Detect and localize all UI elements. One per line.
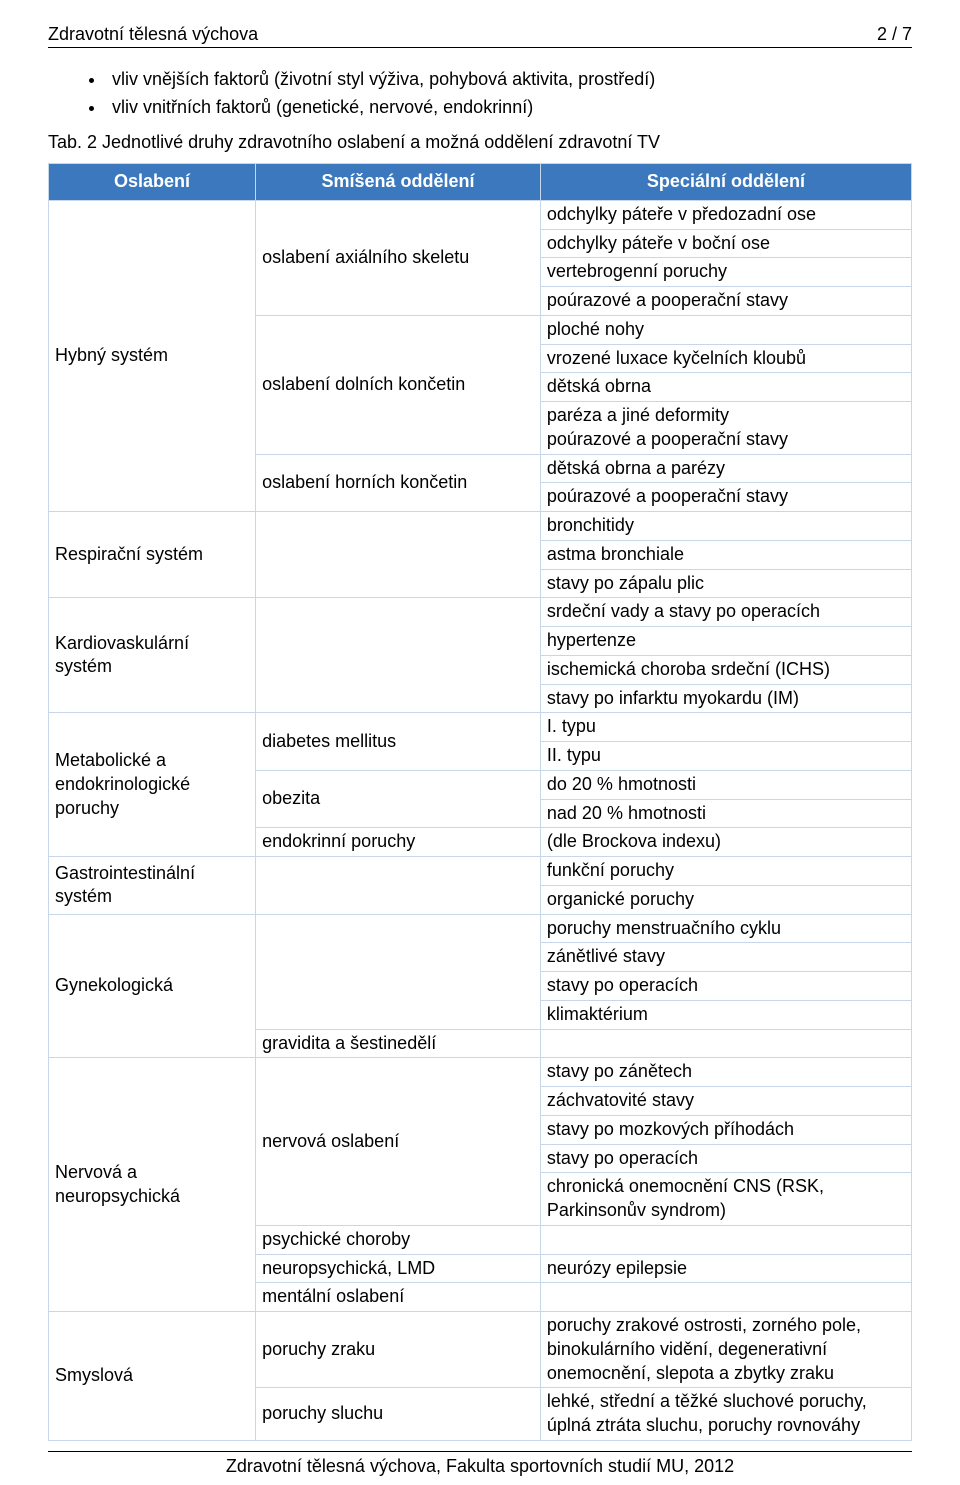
cell-specialni: poúrazové a pooperační stavy xyxy=(540,483,911,512)
table-row: Kardiovaskulární systémsrdeční vady a st… xyxy=(49,598,912,627)
cell-smisena: obezita xyxy=(256,770,541,828)
cell-specialni: vrozené luxace kyčelních kloubů xyxy=(540,344,911,373)
running-header: Zdravotní tělesná výchova 2 / 7 xyxy=(48,24,912,48)
cell-specialni: nad 20 % hmotnosti xyxy=(540,799,911,828)
cell-smisena: oslabení axiálního skeletu xyxy=(256,200,541,315)
cell-specialni: I. typu xyxy=(540,713,911,742)
cell-specialni xyxy=(540,1029,911,1058)
cell-specialni: odchylky páteře v boční ose xyxy=(540,229,911,258)
cell-specialni: astma bronchiale xyxy=(540,540,911,569)
cell-specialni: do 20 % hmotnosti xyxy=(540,770,911,799)
cell-specialni: funkční poruchy xyxy=(540,857,911,886)
cell-specialni: poruchy zrakové ostrosti, zorného pole, … xyxy=(540,1312,911,1388)
table-caption: Tab. 2 Jednotlivé druhy zdravotního osla… xyxy=(48,132,912,153)
cell-specialni: paréza a jiné deformitypoúrazové a poope… xyxy=(540,402,911,455)
cell-specialni: klimaktérium xyxy=(540,1000,911,1029)
cell-smisena xyxy=(256,598,541,713)
cell-oslabeni: Hybný systém xyxy=(49,200,256,511)
cell-oslabeni: Kardiovaskulární systém xyxy=(49,598,256,713)
cell-specialni: stavy po zánětech xyxy=(540,1058,911,1087)
cell-specialni: stavy po mozkových příhodách xyxy=(540,1115,911,1144)
cell-specialni: lehké, střední a těžké sluchové poruchy,… xyxy=(540,1388,911,1441)
page-number: 2 / 7 xyxy=(877,24,912,45)
cell-oslabeni: Metabolické a endokrinologické poruchy xyxy=(49,713,256,857)
bullet-item: vliv vnějších faktorů (životní styl výži… xyxy=(106,66,912,92)
cell-specialni: dětská obrna xyxy=(540,373,911,402)
cell-smisena: poruchy zraku xyxy=(256,1312,541,1388)
cell-specialni: poúrazové a pooperační stavy xyxy=(540,287,911,316)
cell-smisena: oslabení horních končetin xyxy=(256,454,541,512)
cell-oslabeni: Respirační systém xyxy=(49,512,256,598)
table-row: Hybný systémoslabení axiálního skeletuod… xyxy=(49,200,912,229)
oslabeni-table: Oslabení Smíšená oddělení Speciální oddě… xyxy=(48,163,912,1441)
cell-specialni: ischemická choroba srdeční (ICHS) xyxy=(540,655,911,684)
cell-specialni: stavy po operacích xyxy=(540,972,911,1001)
table-row: Smyslováporuchy zrakuporuchy zrakové ost… xyxy=(49,1312,912,1388)
cell-smisena: psychické choroby xyxy=(256,1225,541,1254)
page-container: Zdravotní tělesná výchova 2 / 7 vliv vně… xyxy=(0,0,960,1485)
cell-specialni: bronchitidy xyxy=(540,512,911,541)
cell-specialni: stavy po operacích xyxy=(540,1144,911,1173)
cell-oslabeni: Gastrointestinální systém xyxy=(49,857,256,915)
col-header-smisena: Smíšená oddělení xyxy=(256,164,541,201)
table-row: Gastrointestinální systémfunkční poruchy xyxy=(49,857,912,886)
cell-specialni: (dle Brockova indexu) xyxy=(540,828,911,857)
cell-oslabeni: Nervová a neuropsychická xyxy=(49,1058,256,1312)
cell-smisena: endokrinní poruchy xyxy=(256,828,541,857)
cell-oslabeni: Gynekologická xyxy=(49,914,256,1058)
cell-specialni xyxy=(540,1225,911,1254)
cell-specialni: zánětlivé stavy xyxy=(540,943,911,972)
col-header-oslabeni: Oslabení xyxy=(49,164,256,201)
cell-specialni: poruchy menstruačního cyklu xyxy=(540,914,911,943)
table-row: Nervová a neuropsychickánervová oslabení… xyxy=(49,1058,912,1087)
cell-smisena: poruchy sluchu xyxy=(256,1388,541,1441)
cell-specialni xyxy=(540,1283,911,1312)
cell-smisena: neuropsychická, LMD xyxy=(256,1254,541,1283)
table-row: Metabolické a endokrinologické poruchydi… xyxy=(49,713,912,742)
cell-specialni: II. typu xyxy=(540,742,911,771)
col-header-specialni: Speciální oddělení xyxy=(540,164,911,201)
cell-specialni: organické poruchy xyxy=(540,885,911,914)
cell-specialni: odchylky páteře v předozadní ose xyxy=(540,200,911,229)
cell-oslabeni: Smyslová xyxy=(49,1312,256,1441)
table-row: Respirační systémbronchitidy xyxy=(49,512,912,541)
cell-smisena xyxy=(256,512,541,598)
cell-specialni: chronická onemocnění CNS (RSK, Parkinson… xyxy=(540,1173,911,1226)
table-row: Gynekologickáporuchy menstruačního cyklu xyxy=(49,914,912,943)
table-header-row: Oslabení Smíšená oddělení Speciální oddě… xyxy=(49,164,912,201)
cell-specialni: dětská obrna a parézy xyxy=(540,454,911,483)
cell-smisena: diabetes mellitus xyxy=(256,713,541,771)
cell-smisena: nervová oslabení xyxy=(256,1058,541,1226)
cell-smisena xyxy=(256,914,541,1029)
cell-specialni: stavy po zápalu plic xyxy=(540,569,911,598)
cell-smisena: oslabení dolních končetin xyxy=(256,315,541,454)
doc-title-underline: Zdravotní tělesná výchova xyxy=(48,24,258,45)
cell-specialni: srdeční vady a stavy po operacích xyxy=(540,598,911,627)
cell-smisena: gravidita a šestinedělí xyxy=(256,1029,541,1058)
cell-specialni: záchvatovité stavy xyxy=(540,1087,911,1116)
cell-smisena xyxy=(256,857,541,915)
page-footer: Zdravotní tělesná výchova, Fakulta sport… xyxy=(48,1451,912,1477)
cell-smisena: mentální oslabení xyxy=(256,1283,541,1312)
cell-specialni: hypertenze xyxy=(540,627,911,656)
cell-specialni: stavy po infarktu myokardu (IM) xyxy=(540,684,911,713)
cell-specialni: neurózy epilepsie xyxy=(540,1254,911,1283)
bullet-item: vliv vnitřních faktorů (genetické, nervo… xyxy=(106,94,912,120)
cell-specialni: vertebrogenní poruchy xyxy=(540,258,911,287)
bullet-list: vliv vnějších faktorů (životní styl výži… xyxy=(48,66,912,120)
cell-specialni: ploché nohy xyxy=(540,315,911,344)
